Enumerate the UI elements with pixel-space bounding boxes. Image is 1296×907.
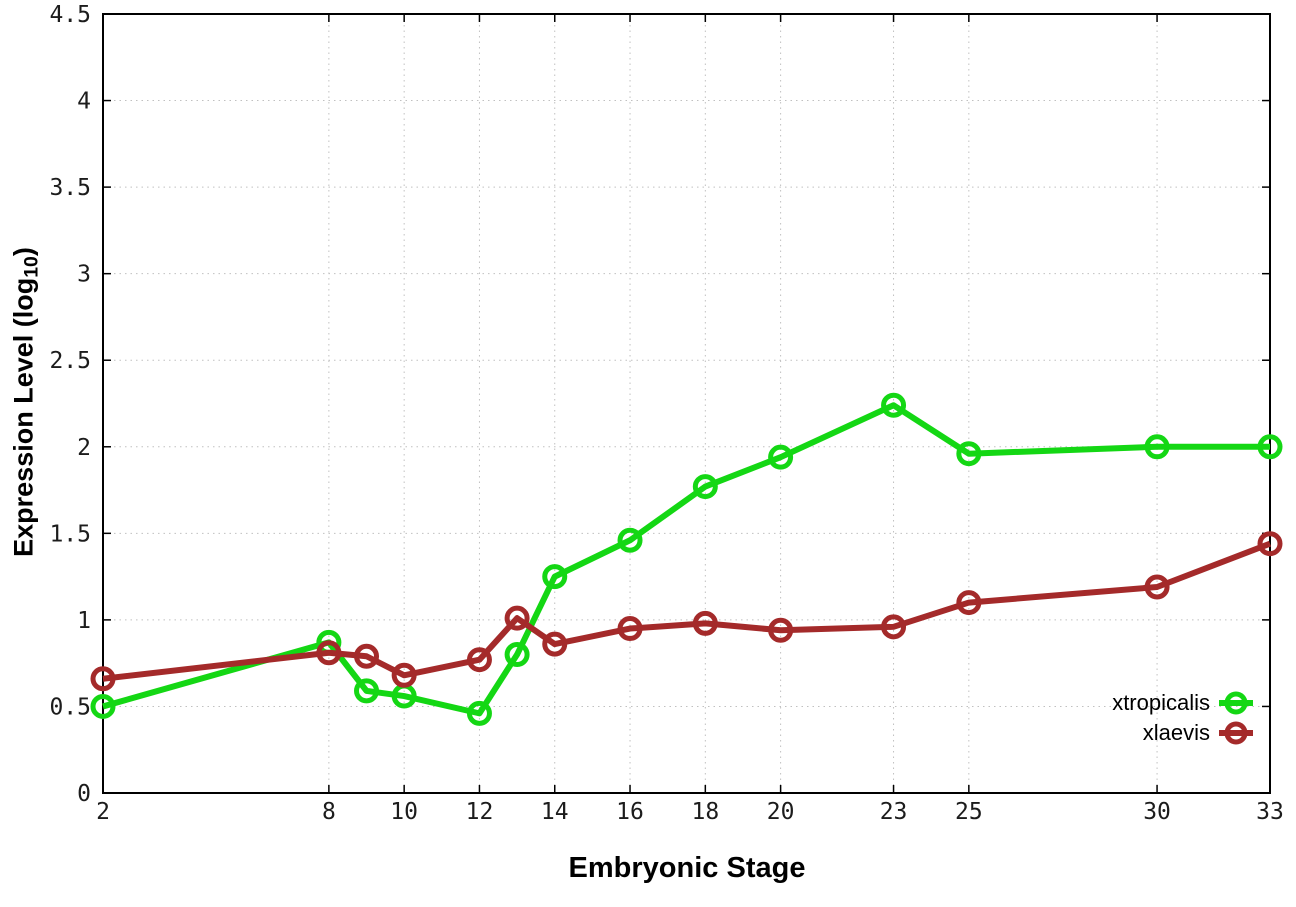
legend-label-xtropicalis: xtropicalis [1112,690,1210,715]
data-point-xlaevis-13 [504,605,530,631]
y-tick-label: 2 [77,435,91,461]
x-tick-label: 2 [96,799,110,825]
y-tick-label: 0 [77,781,91,807]
y-tick-label: 1.5 [49,521,91,547]
data-point-xtropicalis-16 [617,527,643,553]
data-point-xtropicalis-12 [466,700,492,726]
data-point-xlaevis-33 [1257,531,1283,557]
legend-entry-xtropicalis: xtropicalis [1112,688,1253,718]
x-tick-label: 14 [541,799,569,825]
y-tick-label: 2.5 [49,348,91,374]
data-point-xlaevis-16 [617,616,643,642]
x-tick-label: 30 [1143,799,1171,825]
y-tick-label: 4 [77,89,91,115]
legend-entry-xlaevis: xlaevis [1143,718,1253,748]
data-point-xlaevis-30 [1144,574,1170,600]
legend-marker-circle-icon [1219,721,1253,745]
y-tick-label: 4.5 [49,2,91,28]
data-point-xtropicalis-20 [768,444,794,470]
data-point-xtropicalis-2 [90,693,116,719]
y-axis-title-text: Expression Level (log [8,277,39,557]
y-axis-title: Expression Level (log10) [8,247,43,557]
y-tick-label: 1 [77,608,91,634]
x-tick-label: 8 [322,799,336,825]
plot-border [102,13,1271,794]
x-tick-label: 10 [390,799,418,825]
data-point-xtropicalis-13 [504,642,530,668]
data-point-xlaevis-20 [768,617,794,643]
data-point-xtropicalis-25 [956,441,982,467]
y-axis-title-subscript: 10 [20,256,43,278]
data-point-xlaevis-12 [466,647,492,673]
x-tick-label: 12 [466,799,494,825]
data-point-xlaevis-9 [354,643,380,669]
y-axis-title-close-paren: ) [8,247,39,257]
x-tick-label: 25 [955,799,983,825]
x-tick-label: 23 [880,799,908,825]
data-point-xlaevis-18 [692,610,718,636]
y-tick-label: 0.5 [49,694,91,720]
x-tick-label: 18 [691,799,719,825]
data-point-xlaevis-23 [881,614,907,640]
legend: xtropicalis xlaevis [1112,688,1253,748]
x-tick-label: 33 [1256,799,1284,825]
data-point-xlaevis-10 [391,662,417,688]
data-point-xtropicalis-23 [881,392,907,418]
y-tick-label: 3.5 [49,175,91,201]
y-tick-label: 3 [77,262,91,288]
data-point-xlaevis-8 [316,640,342,666]
legend-label-xlaevis: xlaevis [1142,720,1210,745]
data-point-xtropicalis-14 [542,564,568,590]
data-point-xlaevis-25 [956,590,982,616]
data-point-xlaevis-2 [90,666,116,692]
x-tick-label: 16 [616,799,644,825]
data-point-xtropicalis-9 [354,678,380,704]
x-tick-label: 20 [767,799,795,825]
legend-marker-circle-icon [1219,691,1253,715]
data-point-xtropicalis-18 [692,474,718,500]
data-point-xlaevis-14 [542,631,568,657]
x-axis-title: Embryonic Stage [568,852,806,884]
series-line-xlaevis [102,540,1272,682]
data-point-xtropicalis-30 [1144,434,1170,460]
series-line-xtropicalis [102,402,1270,717]
data-point-xtropicalis-33 [1257,434,1283,460]
